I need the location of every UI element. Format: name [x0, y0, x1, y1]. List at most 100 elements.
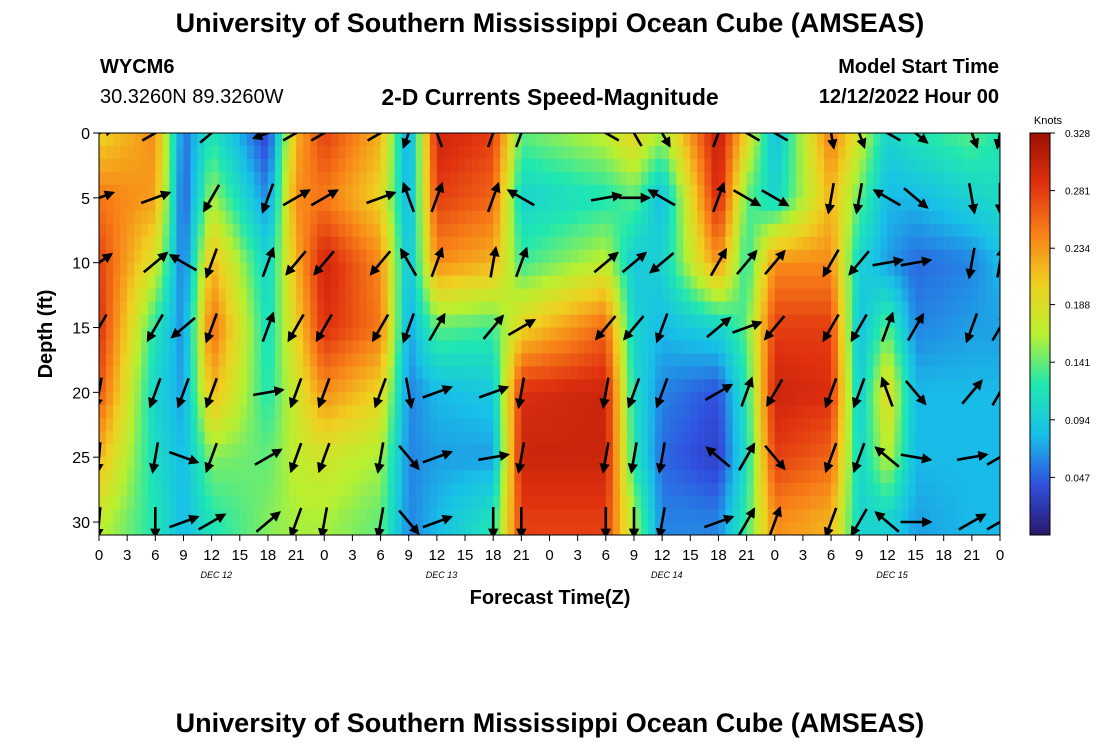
heatmap-cell [936, 314, 945, 329]
heatmap-cell [436, 379, 445, 393]
heatmap-cell [662, 522, 670, 535]
heatmap-cell [267, 522, 276, 535]
heatmap-cell [866, 496, 874, 510]
heatmap-cell [845, 249, 853, 264]
heatmap-cell [633, 184, 642, 199]
heatmap-cell [549, 314, 558, 329]
heatmap-cell [401, 210, 410, 225]
heatmap-cell [992, 314, 1000, 329]
heatmap-cell [767, 133, 776, 147]
heatmap-cell [774, 496, 783, 510]
heatmap-cell [845, 210, 853, 225]
heatmap-cell [282, 275, 290, 290]
heatmap-cell [718, 418, 727, 432]
heatmap-cell [218, 262, 227, 277]
heatmap-cell [282, 301, 290, 316]
heatmap-cell [204, 158, 213, 173]
heatmap-cell [669, 353, 677, 368]
heatmap-cell [331, 314, 339, 329]
heatmap-cell [845, 171, 853, 186]
heatmap-cell [373, 431, 382, 445]
heatmap-cell [922, 223, 931, 238]
heatmap-cell [331, 431, 339, 445]
heatmap-cell [985, 133, 994, 147]
heatmap-cell [120, 457, 128, 471]
heatmap-cell [127, 431, 135, 445]
heatmap-cell [394, 431, 403, 445]
heatmap-cell [584, 431, 593, 445]
heatmap-cell [922, 483, 931, 497]
heatmap-cell [352, 236, 361, 251]
heatmap-cell [662, 223, 670, 238]
heatmap-cell [465, 262, 473, 277]
heatmap-cell [852, 275, 860, 290]
heatmap-cell [127, 301, 135, 316]
heatmap-cell [106, 496, 114, 510]
heatmap-cell [732, 418, 741, 432]
heatmap-cell [922, 301, 931, 316]
heatmap-cell [809, 353, 818, 368]
heatmap-cell [232, 522, 241, 535]
heatmap-cell [155, 366, 163, 380]
heatmap-cell [507, 210, 515, 225]
heatmap-cell [99, 288, 107, 303]
heatmap-cell [267, 392, 276, 406]
heatmap-cell [584, 288, 593, 303]
heatmap-cell [577, 184, 586, 199]
heatmap-cell [535, 483, 544, 497]
heatmap-cell [127, 275, 135, 290]
heatmap-cell [605, 405, 614, 419]
heatmap-cell [162, 444, 170, 458]
heatmap-cell [366, 223, 375, 238]
heatmap-cell [845, 405, 853, 419]
heatmap-cell [845, 418, 853, 432]
heatmap-cell [155, 470, 163, 484]
heatmap-cell [901, 275, 910, 290]
heatmap-cell [155, 301, 163, 316]
heatmap-cell [127, 392, 135, 406]
heatmap-cell [718, 133, 727, 147]
heatmap-cell [141, 522, 149, 535]
heatmap-cell [760, 522, 769, 535]
heatmap-cell [345, 470, 354, 484]
heatmap-cell [472, 405, 480, 419]
heatmap-cell [345, 522, 354, 535]
current-vector-arrow [149, 442, 160, 475]
heatmap-cell [795, 431, 804, 445]
heatmap-cell [591, 249, 600, 264]
heatmap-cell [493, 327, 501, 342]
heatmap-cell [866, 418, 874, 432]
heatmap-cell [887, 418, 896, 432]
heatmap-cell [753, 418, 762, 432]
heatmap-cell [282, 353, 290, 368]
heatmap-cell [633, 236, 642, 251]
heatmap-cell [662, 366, 670, 380]
heatmap-cell [612, 509, 621, 523]
heatmap-cell [162, 405, 170, 419]
heatmap-cell [317, 483, 325, 497]
heatmap-cell [310, 288, 318, 303]
heatmap-cell [739, 483, 748, 497]
heatmap-cell [894, 379, 903, 393]
heatmap-cell [697, 379, 705, 393]
heatmap-cell [633, 509, 642, 523]
heatmap-cell [436, 470, 445, 484]
heatmap-cell [162, 496, 170, 510]
heatmap-cell [394, 236, 403, 251]
heatmap-cell [683, 496, 691, 510]
heatmap-cell [711, 171, 720, 186]
heatmap-cell [429, 184, 438, 199]
heatmap-cell [345, 249, 354, 264]
heatmap-cell [929, 158, 938, 173]
speed-heatmap [99, 133, 1000, 535]
heatmap-cell [331, 288, 339, 303]
heatmap-cell [922, 405, 931, 419]
heatmap-cell [901, 366, 910, 380]
heatmap-cell [465, 145, 473, 160]
heatmap-cell [760, 288, 769, 303]
heatmap-cell [591, 262, 600, 277]
heatmap-cell [282, 366, 290, 380]
colorbar-tick-label: 0.141 [1065, 358, 1090, 369]
heatmap-cell [612, 314, 621, 329]
heatmap-cell [859, 236, 867, 251]
